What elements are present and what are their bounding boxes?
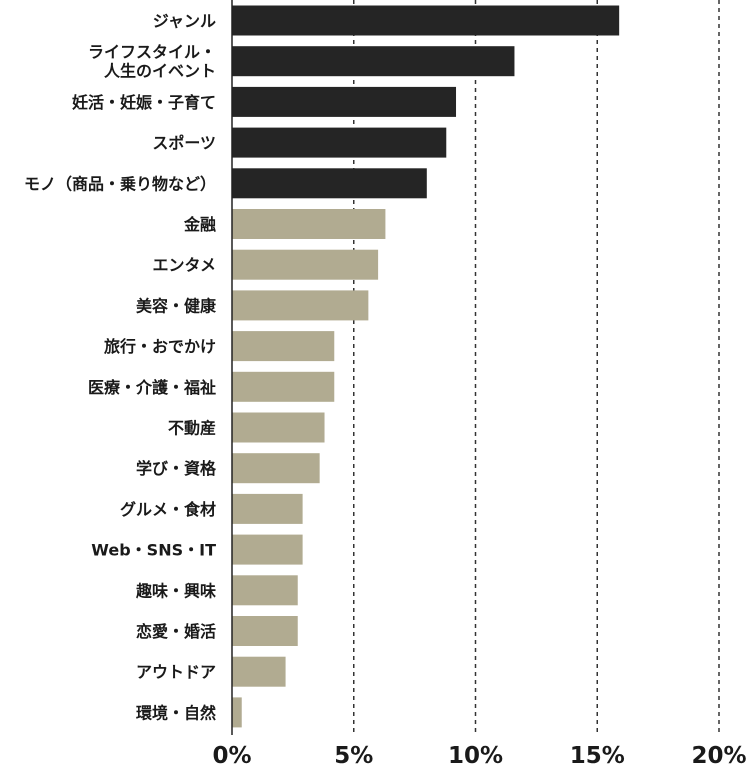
category-label: 金融 (183, 215, 216, 234)
category-label: ライフスタイル・人生のイベント (88, 43, 216, 81)
bar (232, 331, 335, 362)
category-label: 医療・介護・福祉 (88, 378, 216, 397)
bar (232, 656, 286, 687)
bar (232, 168, 427, 199)
category-label: 不動産 (168, 419, 216, 438)
grid-lines (353, 0, 720, 735)
category-label: スポーツ (152, 134, 216, 153)
bar (232, 493, 303, 524)
category-label: Web・SNS・IT (91, 541, 216, 560)
bars (232, 5, 620, 728)
category-label: 恋愛・婚活 (136, 622, 216, 641)
x-tick-labels: 0% 5% 10% 15% 20% (212, 743, 746, 769)
bar (232, 616, 298, 646)
bar (232, 127, 447, 158)
bar (232, 697, 242, 728)
category-label: アウトドア (136, 663, 216, 682)
category-label: 学び・資格 (136, 459, 217, 478)
x-tick-label: 10% (448, 743, 503, 769)
category-label: モノ（商品・乗り物など） (24, 174, 216, 193)
bar (232, 249, 379, 280)
x-tick-label: 20% (691, 743, 746, 769)
category-label: 妊活・妊娠・子育て (72, 93, 216, 112)
bar (232, 209, 386, 239)
bar (232, 290, 369, 321)
bar (232, 575, 298, 606)
bar (232, 412, 325, 443)
bar (232, 371, 335, 402)
bar (232, 86, 457, 117)
bar (232, 534, 303, 565)
bar (232, 5, 620, 36)
category-label: 旅行・おでかけ (104, 337, 216, 356)
category-label: 美容・健康 (136, 296, 217, 315)
category-label: 趣味・興味 (135, 581, 216, 600)
category-label: エンタメ (152, 256, 216, 275)
category-label: ジャンル (153, 12, 216, 31)
x-tick-label: 5% (334, 743, 373, 769)
bar (232, 453, 320, 484)
category-label: グルメ・食材 (120, 500, 216, 519)
category-labels: ジャンルライフスタイル・人生のイベント妊活・妊娠・子育てスポーツモノ（商品・乗り… (24, 12, 217, 723)
bar (232, 46, 515, 77)
category-label: 環境・自然 (136, 703, 216, 722)
x-tick-label: 15% (570, 743, 625, 769)
x-tick-label: 0% (212, 743, 251, 769)
